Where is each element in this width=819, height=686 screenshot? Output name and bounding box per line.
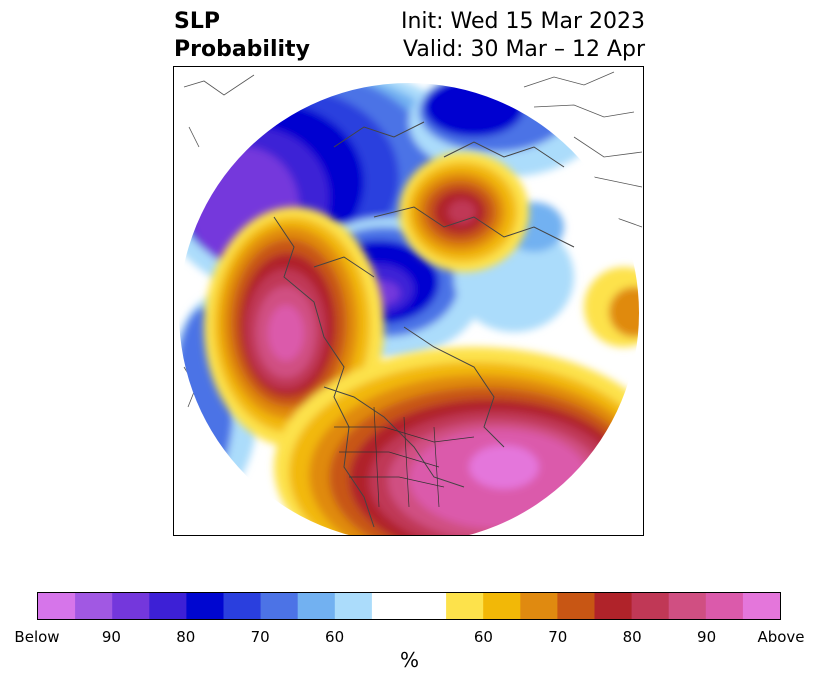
colorbar-swatch bbox=[594, 593, 633, 619]
colorbar-swatch bbox=[334, 593, 373, 619]
probability-map bbox=[179, 71, 643, 535]
colorbar-swatch bbox=[446, 593, 484, 619]
colorbar-swatch bbox=[631, 593, 670, 619]
colorbar-tick-label: 70 bbox=[548, 628, 568, 646]
title-variable: SLP bbox=[174, 9, 220, 34]
colorbar-tick-label: 80 bbox=[176, 628, 196, 646]
colorbar-tick-label: 80 bbox=[622, 628, 642, 646]
colorbar-swatch bbox=[75, 593, 113, 619]
colorbar-tick-label: 90 bbox=[101, 628, 121, 646]
colorbar-tick-label: 60 bbox=[325, 628, 345, 646]
colorbar-tick-label: 70 bbox=[250, 628, 270, 646]
colorbar-swatch bbox=[409, 593, 447, 619]
map-panel bbox=[173, 66, 644, 536]
colorbar-swatch bbox=[149, 593, 187, 619]
colorbar-swatches bbox=[38, 593, 780, 619]
colorbar-swatch bbox=[223, 593, 262, 619]
init-date: Init: Wed 15 Mar 2023 bbox=[400, 9, 645, 34]
valid-period: Valid: 30 Mar – 12 Apr bbox=[403, 37, 645, 62]
colorbar-swatch bbox=[297, 593, 336, 619]
colorbar-swatch bbox=[520, 593, 558, 619]
colorbar-swatch bbox=[742, 593, 780, 619]
map-title-right: Init: Wed 15 Mar 2023 Valid: 30 Mar – 12… bbox=[401, 8, 645, 64]
colorbar-swatch bbox=[557, 593, 595, 619]
colorbar-swatch bbox=[371, 593, 410, 619]
colorbar-swatch bbox=[705, 593, 744, 619]
colorbar-tick-label: Below bbox=[14, 628, 60, 646]
colorbar-label: % bbox=[399, 648, 419, 672]
colorbar-tick-label: 90 bbox=[697, 628, 717, 646]
colorbar bbox=[37, 592, 781, 620]
outer-coastlines bbox=[183, 71, 643, 408]
colorbar-swatch bbox=[112, 593, 150, 619]
colorbar-swatch bbox=[38, 593, 76, 619]
colorbar-tick-label: Above bbox=[757, 628, 805, 646]
state-borders bbox=[334, 406, 475, 508]
title-product: Probability bbox=[174, 37, 310, 62]
map-title-left: SLP Probability bbox=[174, 8, 310, 64]
colorbar-swatch bbox=[668, 593, 707, 619]
colorbar-swatch bbox=[483, 593, 521, 619]
colorbar-swatch bbox=[186, 593, 224, 619]
colorbar-tick-label: 60 bbox=[473, 628, 493, 646]
colorbar-swatch bbox=[260, 593, 299, 619]
